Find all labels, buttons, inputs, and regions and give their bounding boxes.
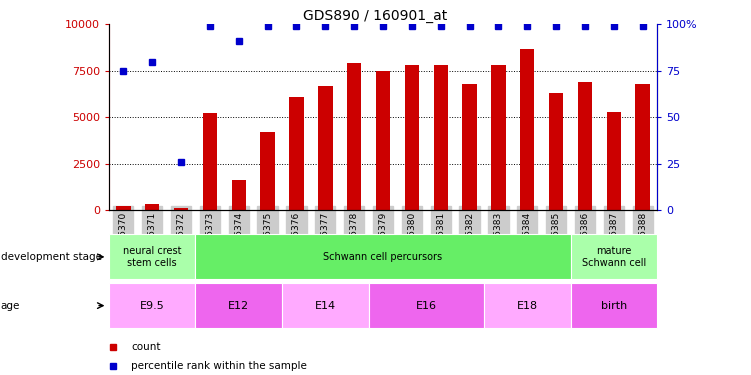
Text: GDS890 / 160901_at: GDS890 / 160901_at	[303, 9, 448, 23]
Bar	[376, 71, 391, 210]
Text: neural crest
stem cells: neural crest stem cells	[123, 246, 182, 268]
Bar	[549, 93, 563, 210]
Bar	[173, 208, 189, 210]
Text: E16: E16	[416, 301, 437, 310]
Bar	[289, 97, 303, 210]
Bar	[578, 82, 593, 210]
Text: mature
Schwann cell: mature Schwann cell	[582, 246, 646, 268]
Text: count: count	[131, 342, 161, 352]
Bar	[607, 112, 621, 210]
Bar	[318, 86, 333, 210]
Text: birth: birth	[601, 301, 627, 310]
Bar	[347, 63, 361, 210]
Text: development stage: development stage	[1, 252, 101, 262]
Bar	[405, 65, 419, 210]
Bar	[261, 132, 275, 210]
Text: E9.5: E9.5	[140, 301, 164, 310]
Bar	[203, 114, 217, 210]
Text: E18: E18	[517, 301, 538, 310]
Bar	[635, 84, 650, 210]
Text: Schwann cell percursors: Schwann cell percursors	[324, 252, 442, 262]
Bar	[491, 65, 505, 210]
Bar	[145, 204, 159, 210]
Text: age: age	[1, 301, 20, 310]
Bar	[231, 180, 246, 210]
Bar	[433, 65, 448, 210]
Text: E12: E12	[228, 301, 249, 310]
Bar	[116, 206, 131, 210]
Text: percentile rank within the sample: percentile rank within the sample	[131, 361, 307, 370]
Text: E14: E14	[315, 301, 336, 310]
Bar	[520, 48, 535, 210]
Bar	[463, 84, 477, 210]
